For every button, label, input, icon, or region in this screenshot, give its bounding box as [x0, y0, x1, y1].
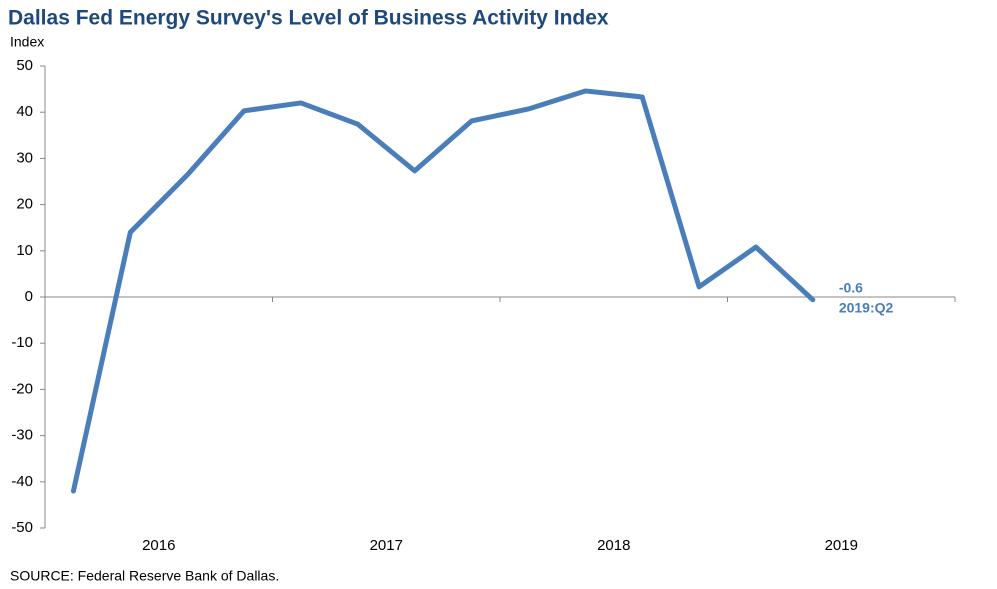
value-label: -0.6 [839, 279, 863, 295]
data-line [70, 88, 816, 494]
y-tick-label: 50 [16, 57, 33, 74]
annotation: 2019:Q2 [839, 299, 894, 315]
y-axis-label: Index [10, 34, 44, 50]
x-tick-label: 2018 [597, 537, 630, 554]
y-tick-label: 30 [16, 149, 33, 166]
y-tick-label: -50 [11, 519, 33, 536]
y-tick-label: -10 [11, 334, 33, 351]
y-tick-label: -40 [11, 473, 33, 490]
y-tick-label: 0 [25, 288, 33, 305]
y-tick-label: -20 [11, 380, 33, 397]
x-tick-label: 2019 [825, 537, 858, 554]
y-tick-label: 10 [16, 242, 33, 259]
x-tick-label: 2017 [370, 537, 403, 554]
chart-title: Dallas Fed Energy Survey's Level of Busi… [8, 7, 609, 30]
x-tick-label: 2016 [142, 537, 175, 554]
y-tick-label: 20 [16, 196, 33, 213]
y-tick-label: -30 [11, 427, 33, 444]
y-tick-label: 40 [16, 103, 33, 120]
source-note: SOURCE: Federal Reserve Bank of Dallas. [10, 568, 279, 584]
